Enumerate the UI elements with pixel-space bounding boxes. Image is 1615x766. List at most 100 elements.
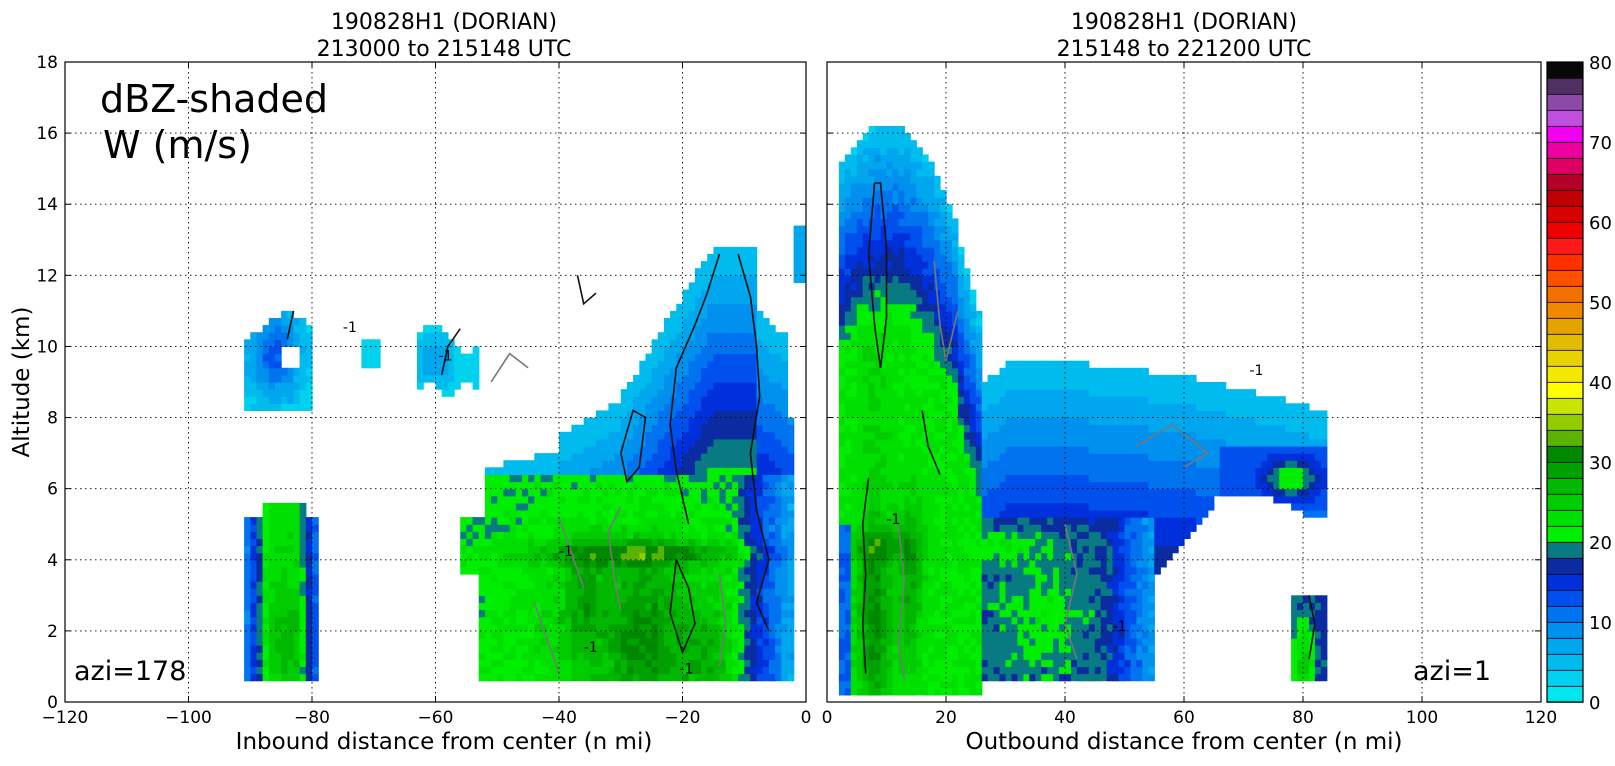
- colorbar-segment: [1546, 669, 1584, 687]
- left-title-line1: 190828H1 (DORIAN): [331, 10, 557, 35]
- w-contour-grey-2: [533, 602, 560, 674]
- left-w-contours: -1 -1 -1 -1 -1: [286, 253, 770, 678]
- colorbar-frame: [1546, 61, 1584, 703]
- colorbar-tick-label: 50: [1589, 293, 1612, 314]
- colorbar-tick-label: 10: [1589, 613, 1612, 634]
- colorbar-segment: [1546, 605, 1584, 623]
- colorbar-segment: [1546, 93, 1584, 111]
- w-contour-grey-1: [558, 516, 585, 589]
- colorbar-segment: [1546, 237, 1584, 255]
- w-label-2: -1: [559, 544, 573, 560]
- right-plot-area: -1 -1 -1: [838, 126, 1328, 696]
- right-x-tick-label: 60: [1173, 708, 1195, 728]
- w-contour-cell: [1308, 595, 1316, 660]
- colorbar-segment: [1546, 125, 1584, 143]
- w-contour-updraft-upper: [669, 253, 721, 525]
- colorbar-segment: [1546, 573, 1584, 591]
- w-label-6: -1: [1250, 363, 1264, 379]
- w-contour-grey-8: [1064, 524, 1078, 660]
- colorbar-segment: [1546, 221, 1584, 239]
- w-contour-grey-7: [897, 524, 906, 681]
- left-x-tick-label: 0: [801, 708, 812, 728]
- w-contour-grey-9: [1135, 423, 1210, 468]
- left-y-tick-label: 2: [47, 622, 58, 642]
- colorbar-segment: [1546, 349, 1584, 367]
- left-x-axis-label: Inbound distance from center (n mi): [236, 729, 653, 755]
- right-x-tick-label: 40: [1054, 708, 1076, 728]
- colorbar-segment: [1546, 653, 1584, 671]
- left-x-tick-label: −20: [665, 708, 701, 728]
- w-contour-lower-loop: [669, 559, 696, 655]
- colorbar-tick-label: 60: [1589, 213, 1612, 234]
- colorbar-segment: [1546, 173, 1584, 191]
- w-contour-updraft-right: [737, 253, 770, 632]
- right-x-tick-label: 120: [1525, 708, 1557, 728]
- right-x-tick-label: 100: [1406, 708, 1438, 728]
- colorbar-segment: [1546, 333, 1584, 351]
- w-contour-eyewall-lower: [861, 477, 870, 674]
- left-reflectivity-field: [244, 225, 806, 682]
- left-x-tick-label: −40: [541, 708, 577, 728]
- colorbar-tick-label: 0: [1589, 693, 1600, 714]
- colorbar-segment: [1546, 253, 1584, 271]
- colorbar-segment: [1546, 109, 1584, 127]
- left-x-tick-label: −80: [294, 708, 330, 728]
- w-contour-anvil-left: [286, 310, 295, 340]
- w-label-1: -1: [439, 349, 453, 365]
- right-w-contours: -1 -1 -1: [861, 182, 1316, 681]
- right-reflectivity-field: [838, 126, 1328, 696]
- right-x-tick-label: 0: [822, 708, 833, 728]
- w-label-5: -1: [343, 320, 357, 336]
- colorbar-tick-label: 30: [1589, 453, 1612, 474]
- left-y-tick-label: 4: [47, 551, 58, 571]
- colorbar-segment: [1546, 189, 1584, 207]
- colorbar-segment: [1546, 61, 1584, 79]
- colorbar-segment: [1546, 685, 1584, 703]
- left-azimuth-label: azi=178: [74, 656, 186, 687]
- colorbar-segment: [1546, 509, 1584, 527]
- right-azimuth-label: azi=1: [1413, 656, 1491, 687]
- colorbar-segment: [1546, 541, 1584, 559]
- colorbar-tick-label: 70: [1589, 133, 1612, 154]
- colorbar-segment: [1546, 205, 1584, 223]
- colorbar-segment: [1546, 477, 1584, 495]
- right-x-tick-label: 20: [935, 708, 957, 728]
- right-title-line2: 215148 to 221200 UTC: [1057, 37, 1312, 62]
- colorbar-segment: [1546, 445, 1584, 463]
- colorbar-tick-label: 40: [1589, 373, 1612, 394]
- colorbar-segment: [1546, 269, 1584, 287]
- left-y-tick-label: 18: [36, 53, 58, 73]
- w-contour-top: [576, 275, 597, 306]
- w-label-7: -1: [887, 512, 901, 528]
- right-x-tick-label: 80: [1292, 708, 1314, 728]
- colorbar-segment: [1546, 637, 1584, 655]
- w-contour-eyewall-edge: [921, 410, 941, 475]
- left-x-tick-label: −100: [165, 708, 212, 728]
- left-y-tick-label: 16: [36, 124, 58, 144]
- left-y-tick-label: 14: [36, 195, 58, 215]
- y-axis-label: Altitude (km): [9, 307, 35, 458]
- colorbar-segment: [1546, 461, 1584, 479]
- left-y-tick-label: 10: [36, 337, 58, 357]
- colorbar-segment: [1546, 301, 1584, 319]
- colorbar-tick-label: 80: [1589, 53, 1612, 74]
- w-contour-grey-6: [933, 261, 959, 361]
- colorbar-segment: [1546, 381, 1584, 399]
- colorbar-segment: [1546, 317, 1584, 335]
- colorbar-segment: [1546, 77, 1584, 95]
- left-y-tick-label: 0: [47, 693, 58, 713]
- dbz-colorbar: 0 10 20 30 40 50 60 70 80: [1546, 53, 1612, 714]
- colorbar-segment: [1546, 397, 1584, 415]
- right-title-line1: 190828H1 (DORIAN): [1071, 10, 1297, 35]
- w-contour-anvil: [440, 328, 461, 376]
- right-x-axis-label: Outbound distance from center (n mi): [966, 729, 1403, 755]
- colorbar-segment: [1546, 141, 1584, 159]
- colorbar-segment: [1546, 621, 1584, 639]
- left-y-tick-label: 6: [47, 480, 58, 500]
- colorbar-segment: [1546, 285, 1584, 303]
- left-x-tick-label: −120: [42, 708, 89, 728]
- dbz-shaded-label: dBZ-shaded: [100, 77, 328, 121]
